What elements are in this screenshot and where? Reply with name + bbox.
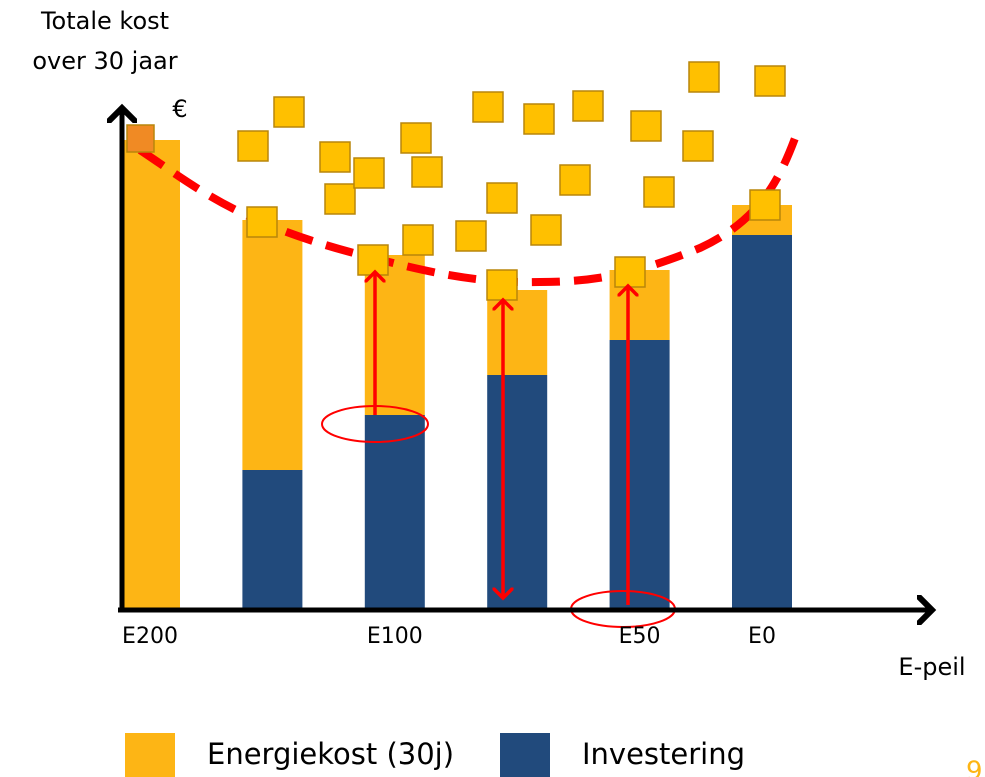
y-axis-label: Totale kost <box>40 7 169 35</box>
cost-curve <box>137 128 802 287</box>
illustration-square <box>688 61 720 93</box>
legend-swatch <box>125 733 175 777</box>
illustration-square <box>559 164 591 196</box>
illustration-square <box>486 182 518 214</box>
bar-segment <box>732 235 792 610</box>
x-tick-label: E100 <box>367 624 423 649</box>
bars <box>120 140 792 610</box>
bar-segment <box>364 415 425 610</box>
illustration-square <box>630 110 662 142</box>
illustration-square <box>246 206 278 238</box>
legend-label: Energiekost (30j) <box>207 737 454 771</box>
highlight-ellipse <box>321 405 429 443</box>
illustration-square <box>472 91 504 123</box>
legend: Energiekost (30j) Investering <box>125 733 745 777</box>
page-number: 9 <box>966 757 983 777</box>
x-tick-label: E50 <box>619 624 661 649</box>
illustration-square <box>402 224 434 256</box>
illustration-square <box>411 156 443 188</box>
illustration-square <box>643 176 675 208</box>
illustration-square <box>357 244 389 276</box>
illustration-square <box>486 269 518 301</box>
illustration-square <box>572 90 604 122</box>
illustration-square <box>614 256 646 288</box>
illustration-square <box>754 65 786 97</box>
y-axis-label: over 30 jaar <box>32 47 177 75</box>
illustration-square <box>237 130 269 162</box>
legend-label: Investering <box>582 737 745 771</box>
legend-swatch <box>500 733 550 777</box>
illustration-squares <box>126 61 786 301</box>
illustration-square <box>455 220 487 252</box>
x-tick-label: E200 <box>122 624 178 649</box>
bar-segment <box>487 290 548 375</box>
illustration-square <box>749 189 781 221</box>
illustration-square <box>400 122 432 154</box>
illustration-square <box>353 157 385 189</box>
bar-segment <box>609 340 670 610</box>
x-tick-label: E0 <box>748 624 776 649</box>
bar-segment <box>242 470 303 610</box>
illustration-square <box>682 130 714 162</box>
illustration-square <box>324 183 356 215</box>
bar-segment <box>487 375 548 610</box>
illustration-square <box>530 214 562 246</box>
illustration-square <box>523 103 555 135</box>
illustration-square <box>319 141 351 173</box>
illustration-square <box>273 96 305 128</box>
illustration-square <box>126 124 155 153</box>
y-unit: € <box>172 95 187 123</box>
bar-segment <box>242 220 303 470</box>
x-axis-label: E-peil <box>898 653 965 681</box>
bar-segment <box>120 140 180 610</box>
